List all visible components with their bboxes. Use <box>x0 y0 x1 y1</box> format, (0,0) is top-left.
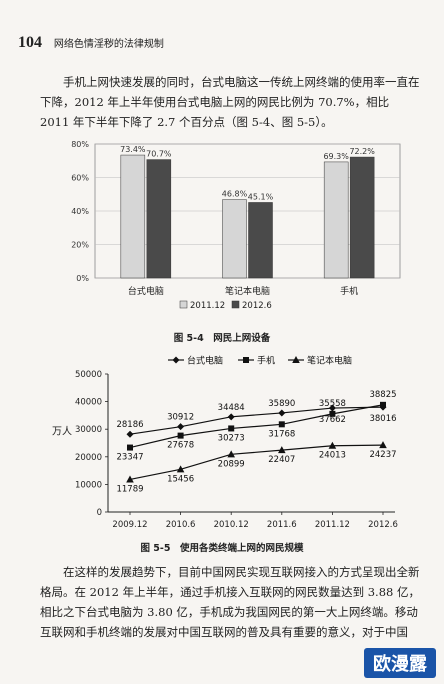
page-number: 104 <box>18 34 42 51</box>
data-label: 31768 <box>268 429 295 439</box>
point-triangle <box>292 356 300 363</box>
data-label: 15456 <box>167 474 194 484</box>
x-tick-label: 2010.6 <box>166 520 196 530</box>
data-label: 11789 <box>116 484 143 494</box>
point-square <box>127 444 133 451</box>
point-square <box>177 432 184 439</box>
x-tick-label: 2012.6 <box>368 520 398 530</box>
data-label: 34484 <box>218 403 245 413</box>
y-tick-label: 30000 <box>75 425 102 435</box>
data-label: 37662 <box>319 415 346 425</box>
x-tick-label: 2011.6 <box>267 520 297 530</box>
point-square <box>380 401 386 408</box>
figure-caption-5-4: 图 5-4 网民上网设备 <box>173 333 271 344</box>
data-label: 24013 <box>319 451 346 461</box>
data-label: 38825 <box>369 390 396 400</box>
x-tick-label: 2010.12 <box>214 520 249 530</box>
point-triangle <box>227 450 235 458</box>
bar-2011.12 <box>120 154 146 279</box>
point-triangle <box>278 446 286 454</box>
x-category-label: 笔记本电脑 <box>225 285 270 297</box>
bar-2012.6 <box>146 159 172 279</box>
data-label: 38016 <box>369 414 396 424</box>
legend-label: 2011.12 <box>190 301 225 311</box>
point-triangle <box>328 441 337 449</box>
site-watermark-logo: 欧漫露 <box>364 648 436 678</box>
bar-2012.6 <box>248 202 273 279</box>
series-line-手机 <box>129 404 384 449</box>
paragraph-body: 在这样的发展趋势下，目前中国网民实现互联网接入的方式呈现出全新格局。在 2012… <box>40 565 420 639</box>
series-line-笔记本电脑 <box>129 444 384 481</box>
point-triangle <box>176 465 185 473</box>
data-label: 27678 <box>167 441 194 451</box>
data-label: 30273 <box>218 433 245 443</box>
page-header: 104 网络色情淫秽的法律规制 <box>18 34 164 52</box>
y-tick-label: 80% <box>71 140 89 149</box>
point-diamond <box>328 404 336 412</box>
running-title: 网络色情淫秽的法律规制 <box>53 39 164 50</box>
bar-2011.12 <box>222 199 247 279</box>
point-diamond <box>278 409 286 417</box>
y-tick-label: 20% <box>71 241 89 250</box>
legend-label: 手机 <box>257 355 275 367</box>
legend-swatch <box>179 300 188 309</box>
legend-label: 2012.6 <box>242 301 272 311</box>
y-axis-label: 万人 <box>52 426 72 438</box>
point-triangle <box>379 441 387 449</box>
data-label: 22407 <box>268 455 295 465</box>
x-tick-label: 2009.12 <box>112 520 147 530</box>
x-tick-label: 2011.12 <box>315 520 350 530</box>
y-tick-label: 10000 <box>75 480 102 490</box>
x-category-label: 手机 <box>340 285 358 297</box>
bar-data-label: 73.4% <box>120 145 146 154</box>
data-label: 20899 <box>218 459 245 469</box>
point-diamond <box>172 356 180 364</box>
y-tick-label: 20000 <box>75 453 102 463</box>
y-tick-label: 60% <box>71 174 89 183</box>
y-tick-label: 40000 <box>75 398 102 408</box>
point-square <box>243 357 249 363</box>
bar-2012.6 <box>349 156 375 279</box>
series-line-台式电脑 <box>129 406 384 435</box>
bar-data-label: 69.3% <box>323 152 349 161</box>
point-square <box>329 410 336 417</box>
y-tick-label: 0 <box>97 508 102 518</box>
point-diamond <box>126 430 134 438</box>
y-tick-label: 40% <box>71 207 89 216</box>
bar-data-label: 46.8% <box>222 190 248 199</box>
figure-caption-5-5: 图 5-5 使用各类终端上网的网民规模 <box>140 543 304 554</box>
paragraph-intro: 手机上网快速发展的同时，台式电脑这一传统上网终端的使用率一直在下降，2012 年… <box>40 75 420 129</box>
data-label: 24237 <box>369 450 396 460</box>
bar-data-label: 45.1% <box>248 192 274 201</box>
terminal-line-chart: 0 10000 20000 30000 40000 50000 万人 2009.12 2010.… <box>52 355 398 531</box>
y-tick-label: 0% <box>76 274 89 283</box>
point-square <box>228 425 235 432</box>
data-label: 35558 <box>319 399 346 409</box>
y-tick-label: 50000 <box>75 370 102 380</box>
data-label: 30912 <box>167 413 194 423</box>
bar-data-label: 72.2% <box>349 147 375 156</box>
data-label: 23347 <box>116 453 143 463</box>
point-square <box>278 421 285 428</box>
legend-label: 笔记本电脑 <box>307 355 352 367</box>
legend-label: 台式电脑 <box>187 355 223 367</box>
point-diamond <box>177 423 185 431</box>
bar-2011.12 <box>323 161 349 279</box>
data-label: 28186 <box>116 420 143 430</box>
point-diamond <box>227 413 235 421</box>
data-label: 35890 <box>268 399 295 409</box>
point-triangle <box>126 475 134 483</box>
device-bar-chart: 0% 20% 40% 60% 80% 73.4%70.7% 台式电脑 46.8% 45.1% 笔记… <box>71 140 401 311</box>
legend-swatch <box>231 300 240 309</box>
x-category-label: 台式电脑 <box>128 285 164 297</box>
bar-data-label: 70.7% <box>146 150 172 159</box>
